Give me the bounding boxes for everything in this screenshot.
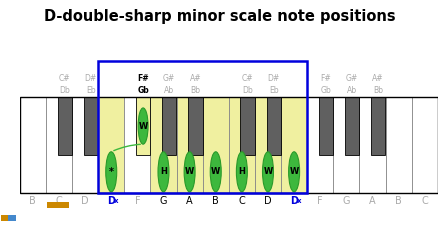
- Text: D: D: [81, 196, 89, 206]
- Text: H: H: [238, 167, 246, 176]
- Bar: [72, 97, 98, 193]
- Text: A#: A#: [372, 74, 384, 83]
- Bar: [162, 97, 176, 155]
- Text: F: F: [135, 196, 140, 206]
- Text: C#: C#: [242, 74, 253, 83]
- Bar: [8, 215, 16, 220]
- Bar: [281, 97, 307, 193]
- Text: x: x: [114, 198, 118, 205]
- Text: W: W: [185, 167, 194, 176]
- Text: F#: F#: [137, 74, 149, 83]
- Bar: [125, 97, 150, 193]
- Text: A#: A#: [190, 74, 201, 83]
- Circle shape: [210, 152, 221, 192]
- Text: G#: G#: [346, 74, 358, 83]
- Text: C#: C#: [59, 74, 70, 83]
- Bar: [176, 97, 203, 193]
- Bar: [46, 97, 72, 193]
- Text: *: *: [109, 167, 114, 177]
- Circle shape: [138, 108, 148, 144]
- Text: D: D: [264, 196, 272, 206]
- Circle shape: [289, 152, 300, 192]
- Bar: [20, 97, 46, 193]
- Bar: [1, 215, 7, 220]
- Text: Db: Db: [59, 86, 70, 94]
- Bar: [334, 97, 359, 193]
- Bar: [229, 97, 255, 193]
- Text: Eb: Eb: [86, 86, 95, 94]
- Text: C: C: [55, 196, 62, 206]
- Text: G#: G#: [163, 74, 176, 83]
- Text: G: G: [343, 196, 350, 206]
- Text: D: D: [290, 196, 298, 206]
- Text: Eb: Eb: [269, 86, 279, 94]
- Bar: [203, 97, 229, 193]
- Text: F#: F#: [321, 74, 331, 83]
- Text: G: G: [160, 196, 167, 206]
- Text: D#: D#: [268, 74, 280, 83]
- Text: x: x: [297, 198, 301, 205]
- Bar: [359, 97, 385, 193]
- Bar: [267, 97, 281, 155]
- Bar: [84, 97, 98, 155]
- Text: B: B: [29, 196, 36, 206]
- Bar: [255, 97, 281, 193]
- Bar: [98, 97, 125, 193]
- Text: D: D: [107, 196, 115, 206]
- Text: C: C: [422, 196, 428, 206]
- Text: A: A: [369, 196, 376, 206]
- Text: W: W: [211, 167, 220, 176]
- Text: Db: Db: [242, 86, 253, 94]
- Bar: [58, 97, 72, 155]
- Text: B: B: [395, 196, 402, 206]
- Circle shape: [106, 152, 117, 192]
- Text: Ab: Ab: [164, 86, 174, 94]
- Bar: [20, 97, 438, 193]
- Bar: [47, 202, 70, 208]
- Text: Bb: Bb: [373, 86, 383, 94]
- Text: A: A: [186, 196, 193, 206]
- Text: W: W: [264, 167, 273, 176]
- Bar: [188, 97, 202, 155]
- Text: Bb: Bb: [191, 86, 200, 94]
- Text: C: C: [238, 196, 245, 206]
- Text: W: W: [290, 167, 299, 176]
- Text: basicmusictheory.com: basicmusictheory.com: [6, 70, 11, 132]
- Bar: [136, 97, 150, 155]
- Bar: [345, 97, 359, 155]
- Circle shape: [184, 152, 195, 192]
- Text: B: B: [213, 196, 219, 206]
- Bar: [412, 97, 438, 193]
- Bar: [319, 97, 333, 155]
- Text: F: F: [317, 196, 323, 206]
- Circle shape: [236, 152, 247, 192]
- Bar: [150, 97, 176, 193]
- Text: Gb: Gb: [321, 86, 331, 94]
- Circle shape: [158, 152, 169, 192]
- Bar: [240, 97, 255, 155]
- Bar: [371, 97, 385, 155]
- Text: D-double-sharp minor scale note positions: D-double-sharp minor scale note position…: [44, 9, 396, 24]
- Text: W: W: [139, 122, 148, 130]
- Text: H: H: [160, 167, 167, 176]
- Bar: [385, 97, 412, 193]
- Text: D#: D#: [85, 74, 97, 83]
- Text: Gb: Gb: [137, 86, 149, 94]
- Text: Ab: Ab: [347, 86, 357, 94]
- Bar: [307, 97, 334, 193]
- Bar: [98, 61, 307, 193]
- Circle shape: [263, 152, 274, 192]
